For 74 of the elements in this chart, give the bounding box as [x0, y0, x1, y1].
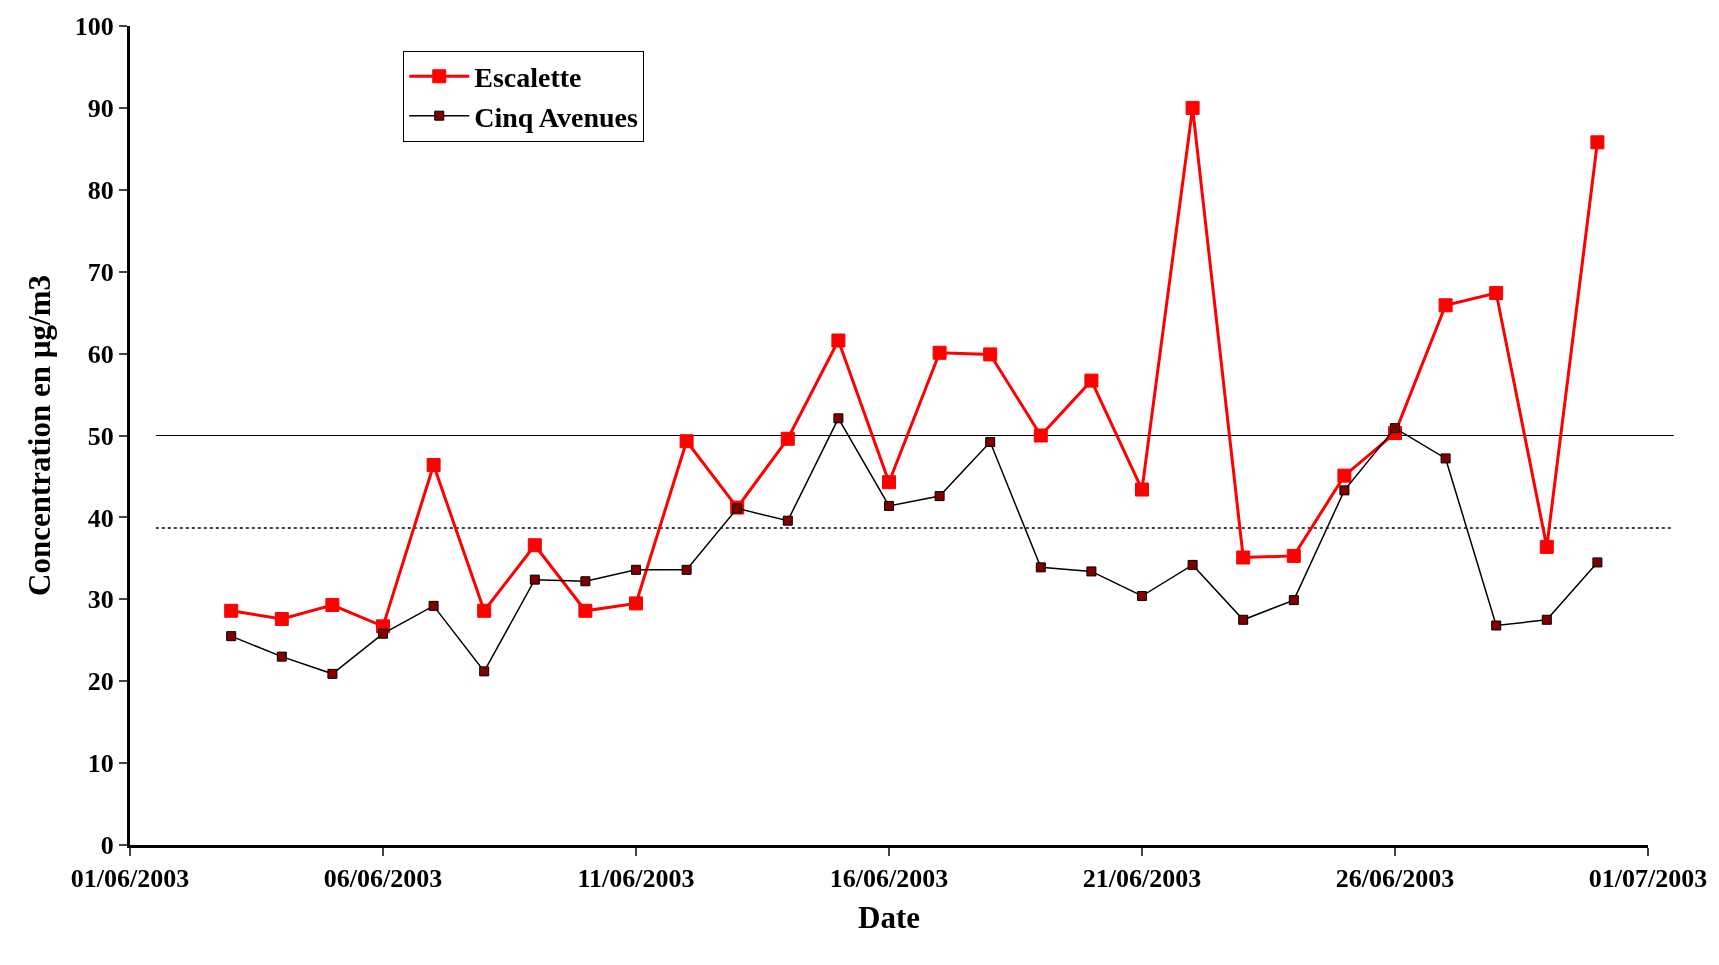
- point: [1135, 482, 1149, 497]
- point: [274, 611, 289, 626]
- point: [580, 576, 591, 587]
- x-tick-label: 21/06/2003: [1082, 864, 1202, 894]
- point: [325, 598, 340, 613]
- legend-label: Escalette: [474, 62, 582, 94]
- point: [1339, 485, 1350, 496]
- point: [479, 666, 490, 677]
- x-tick-label: 26/06/2003: [1335, 864, 1455, 894]
- point: [1236, 550, 1251, 565]
- y-tick-label: 60: [87, 339, 114, 369]
- point: [1035, 562, 1046, 573]
- y-tick-label: 70: [87, 257, 114, 287]
- point: [681, 564, 692, 575]
- x-tick-label: 16/06/2003: [829, 864, 949, 894]
- point: [882, 475, 896, 490]
- point: [629, 596, 643, 611]
- point: [1541, 614, 1552, 625]
- x-tick-label: 01/06/2003: [70, 864, 190, 894]
- point: [831, 333, 846, 348]
- point: [1185, 100, 1200, 115]
- point: [1288, 595, 1299, 606]
- point: [426, 457, 441, 472]
- point: [327, 668, 338, 679]
- x-tick-label: 11/06/2003: [577, 864, 695, 894]
- x-tick-label: 01/07/2003: [1588, 864, 1708, 894]
- point: [934, 491, 945, 502]
- point: [1489, 285, 1504, 300]
- legend-label: Cinq Avenues: [474, 101, 638, 133]
- y-tick-label: 30: [87, 585, 114, 615]
- point: [780, 431, 795, 446]
- point: [1539, 539, 1554, 554]
- point: [477, 603, 492, 618]
- point: [1187, 559, 1198, 570]
- y-axis-title: Concentration en µg/m3: [22, 275, 58, 596]
- point: [1137, 591, 1147, 602]
- y-tick-label: 10: [87, 749, 114, 779]
- x-tick-label: 06/06/2003: [323, 864, 443, 894]
- y-tick-label: 0: [100, 831, 114, 861]
- point: [833, 413, 844, 424]
- point: [1086, 566, 1097, 577]
- y-tick-label: 100: [74, 12, 114, 42]
- point: [985, 437, 996, 448]
- point: [378, 628, 388, 639]
- y-tick-label: 20: [87, 667, 114, 697]
- y-tick-label: 80: [87, 175, 114, 205]
- y-tick-label: 50: [87, 421, 114, 451]
- x-axis-title: Date: [858, 900, 920, 936]
- point: [1238, 614, 1249, 625]
- point: [1592, 557, 1603, 568]
- point: [1590, 135, 1605, 150]
- point: [527, 538, 542, 553]
- point: [1440, 453, 1451, 464]
- point: [529, 574, 540, 585]
- point: [782, 515, 793, 526]
- point: [1286, 548, 1301, 563]
- point: [224, 603, 239, 618]
- point: [1084, 373, 1099, 388]
- point: [1390, 423, 1400, 434]
- point: [932, 345, 947, 360]
- point: [679, 434, 694, 449]
- point: [428, 600, 439, 611]
- point: [1438, 298, 1453, 313]
- point: [226, 631, 237, 642]
- y-tick-label: 40: [87, 503, 114, 533]
- point: [276, 651, 287, 662]
- point: [1337, 468, 1352, 483]
- point: [1033, 428, 1048, 443]
- point: [631, 564, 641, 575]
- point: [884, 500, 894, 511]
- y-tick-label: 90: [87, 94, 114, 123]
- point: [983, 347, 998, 362]
- point: [578, 603, 593, 618]
- point: [1491, 620, 1502, 631]
